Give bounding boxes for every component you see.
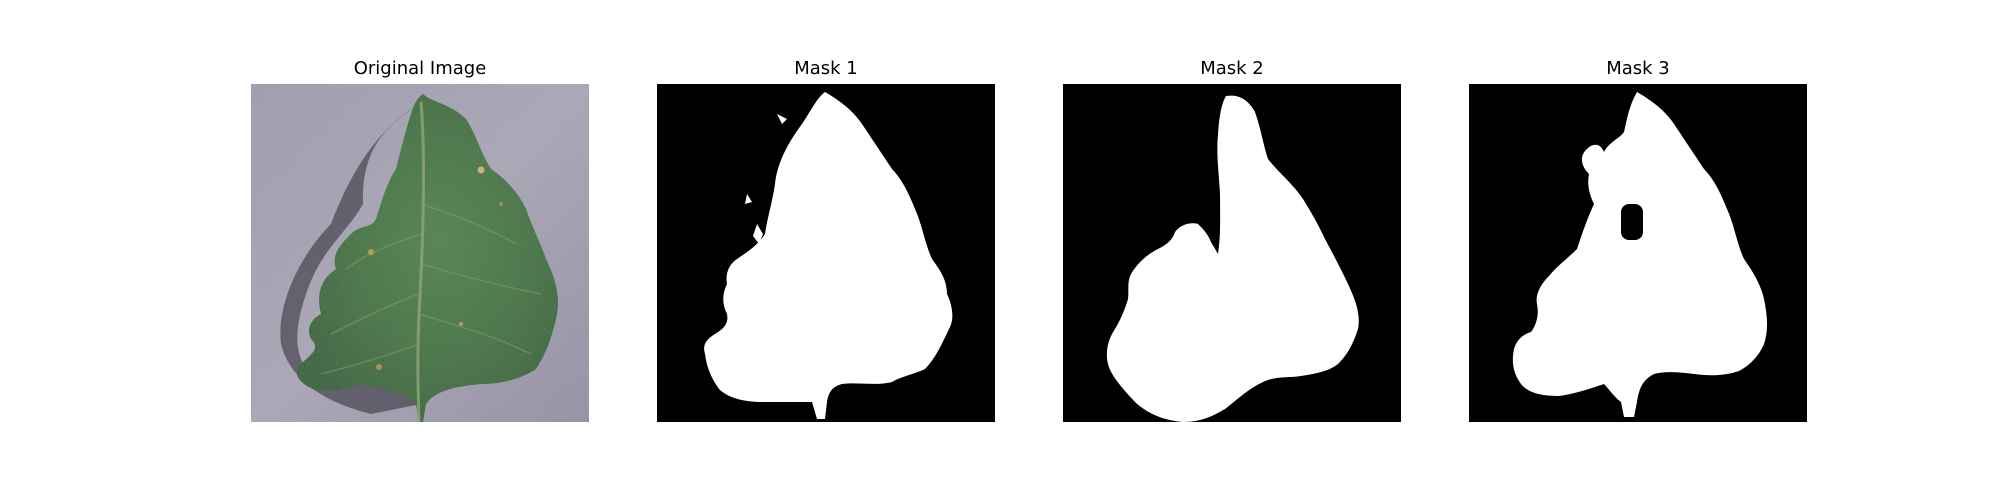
leaf-veins xyxy=(320,203,542,375)
mask-hole xyxy=(1621,204,1643,240)
mask-2-image xyxy=(1063,84,1401,422)
tomato-leaf xyxy=(296,94,558,422)
mask-foreground xyxy=(1512,92,1768,417)
mask-foreground xyxy=(704,92,953,419)
leaf-midrib xyxy=(416,101,426,422)
panel-title: Mask 1 xyxy=(794,58,858,79)
panel-title: Original Image xyxy=(353,58,487,79)
lesion-spot xyxy=(376,364,382,370)
panel-title: Mask 3 xyxy=(1606,58,1670,79)
panel-title: Mask 2 xyxy=(1200,58,1264,79)
mask-1-image xyxy=(657,84,995,422)
lesion-spot xyxy=(368,249,374,255)
mask-foreground xyxy=(1106,95,1359,422)
lesion-spot xyxy=(459,322,463,326)
mask-3-image xyxy=(1469,84,1807,422)
lesion-spot xyxy=(477,166,485,174)
original-leaf-image xyxy=(251,84,589,422)
leaf-shadow xyxy=(280,106,421,414)
lesion-spot xyxy=(499,202,503,206)
